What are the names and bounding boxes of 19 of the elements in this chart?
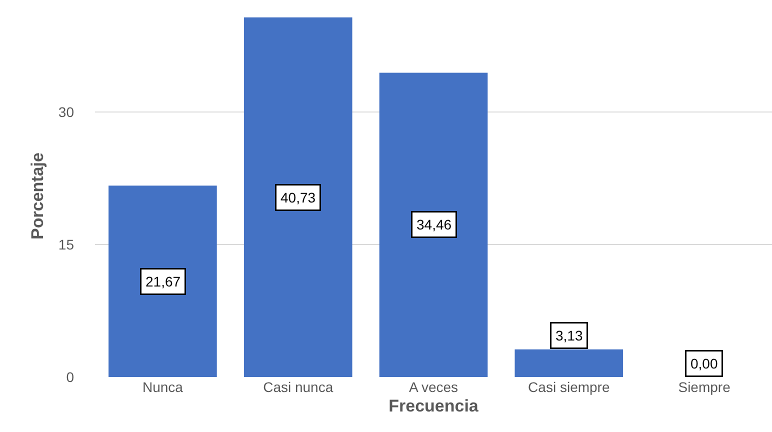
x-axis-title: Frecuencia (388, 396, 479, 416)
x-tick-label: Nunca (142, 379, 184, 395)
data-label: 21,67 (146, 274, 181, 290)
bar (514, 349, 624, 377)
data-label: 0,00 (690, 356, 718, 372)
x-tick-label: A veces (408, 379, 458, 395)
x-tick-label: Casi siempre (528, 379, 610, 395)
data-label: 3,13 (556, 328, 583, 344)
data-label: 40,73 (280, 190, 316, 206)
data-label: 34,46 (416, 216, 452, 232)
y-tick-label: 0 (66, 368, 74, 385)
bar (379, 72, 488, 377)
y-axis-title: Porcentaje (28, 152, 47, 240)
bar (108, 186, 217, 377)
bar (244, 17, 352, 377)
x-tick-label: Siempre (678, 379, 731, 395)
x-tick-label: Casi nunca (263, 379, 334, 395)
y-tick-label: 30 (58, 104, 74, 120)
y-tick-label: 15 (58, 236, 74, 252)
